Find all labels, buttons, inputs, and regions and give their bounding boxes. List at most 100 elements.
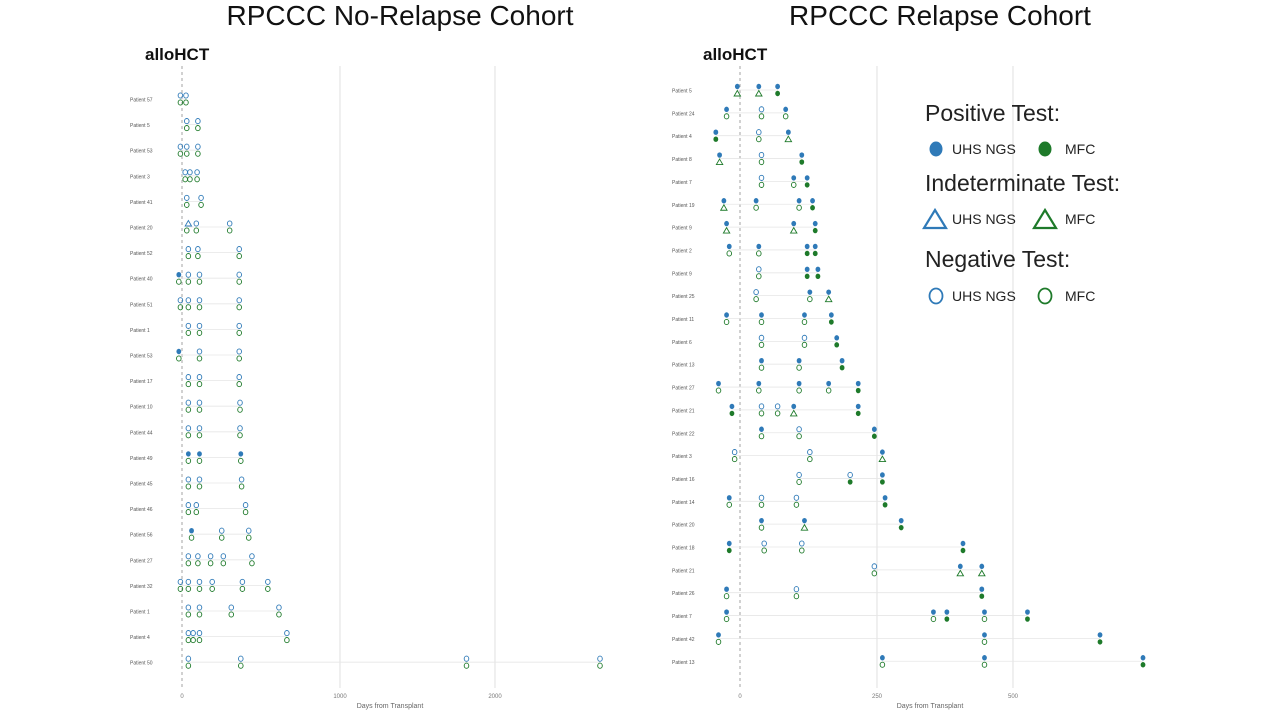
left-mfc-negative-marker [463,662,470,669]
left-uhs-negative-marker [597,655,603,662]
legend-negative-mfc-icon [1037,287,1053,305]
left-uhs-negative-marker [185,297,192,304]
left-patient-label: Patient 1 [130,610,150,616]
left-mfc-negative-marker [185,432,192,439]
left-uhs-negative-marker [185,322,192,329]
right-uhs-positive-marker [724,586,729,592]
right-mfc-indeterminate-marker [789,409,798,417]
right-uhs-negative-marker [796,471,802,479]
left-mfc-negative-marker [185,457,192,464]
right-uhs-positive-marker [826,380,832,387]
right-mfc-positive-marker [834,342,840,348]
right-uhs-negative-marker [761,540,767,547]
left-mfc-negative-marker [188,534,195,541]
left-mfc-negative-marker [185,304,192,311]
left-uhs-negative-marker [190,630,196,637]
right-mfc-positive-marker [855,387,861,394]
left-mfc-negative-marker [195,253,201,260]
right-mfc-positive-marker [979,593,985,599]
right-uhs-positive-marker [810,198,815,204]
left-mfc-negative-marker [177,304,184,311]
left-patient-label: Patient 3 [130,174,150,180]
left-patient-label: Patient 20 [130,226,153,232]
right-mfc-negative-marker [723,318,730,326]
left-uhs-negative-marker [195,143,201,150]
left-uhs-negative-marker [194,169,200,176]
right-mfc-negative-marker [758,341,765,348]
right-uhs-negative-marker [758,174,765,181]
right-patient-label: Patient 3 [672,454,692,460]
left-uhs-negative-marker [185,630,192,637]
right-mfc-indeterminate-marker [719,203,728,211]
right-patient-label: Patient 14 [672,500,695,506]
left-uhs-negative-marker [249,553,255,560]
legend-positive-mfc-label: MFC [1065,141,1096,157]
right-mfc-negative-marker [731,456,738,463]
right-x-tick-label: 250 [872,694,883,700]
right-uhs-positive-marker [804,243,810,250]
left-uhs-negative-marker [237,399,243,406]
right-uhs-positive-marker [783,106,789,113]
right-mfc-positive-marker [898,524,904,531]
left-uhs-negative-marker [187,169,193,176]
left-mfc-negative-marker [228,611,235,618]
right-uhs-negative-marker [758,106,765,113]
right-mfc-indeterminate-marker [824,295,833,303]
left-uhs-negative-marker [196,578,203,585]
left-mfc-negative-marker [184,201,190,208]
right-uhs-negative-marker [758,494,765,501]
left-uhs-negative-marker [242,502,249,509]
right-mfc-negative-marker [756,250,762,257]
left-uhs-negative-marker [185,553,192,560]
left-patient-label: Patient 32 [130,584,153,590]
left-mfc-negative-marker [236,381,242,388]
left-uhs-negative-marker [237,425,243,432]
right-x-tick-label: 500 [1008,694,1019,700]
right-mfc-positive-marker [879,479,885,485]
right-mfc-positive-marker [960,547,966,554]
left-mfc-negative-marker [284,637,290,644]
right-patient-label: Patient 25 [672,294,695,300]
right-uhs-negative-marker [793,586,800,593]
right-mfc-negative-marker [723,593,730,600]
left-uhs-negative-marker [236,271,242,278]
legend-positive-title: Positive Test: [925,100,1061,126]
right-uhs-positive-marker [734,83,740,90]
right-patient-label: Patient 21 [672,408,695,414]
right-patient-label: Patient 2 [672,248,692,254]
left-uhs-negative-marker [185,604,192,611]
right-patient-label: Patient 27 [672,386,695,392]
right-uhs-negative-marker [801,334,808,341]
right-patient-label: Patient 5 [672,89,692,95]
right-uhs-positive-marker [802,312,807,318]
left-mfc-negative-marker [276,611,282,618]
right-mfc-negative-marker [758,501,765,508]
left-uhs-negative-marker [246,527,252,534]
right-patient-label: Patient 4 [672,134,692,140]
left-uhs-positive-marker [185,451,191,457]
right-uhs-positive-marker [759,426,764,432]
right-mfc-positive-marker [815,273,821,279]
right-uhs-positive-marker [855,403,861,410]
right-patient-label: Patient 18 [672,546,695,552]
left-mfc-negative-marker [196,355,203,362]
left-uhs-negative-marker [185,399,192,406]
left-mfc-negative-marker [220,560,227,567]
left-patient-label: Patient 27 [130,558,153,564]
right-mfc-negative-marker [930,616,937,623]
right-mfc-positive-marker [871,433,877,439]
left-mfc-negative-marker [177,150,184,157]
left-mfc-negative-marker [184,150,190,157]
left-uhs-negative-marker [198,194,204,201]
left-x-axis-label: Days from Transplant [357,703,424,710]
right-patient-label: Patient 19 [672,203,695,209]
legend-indeterminate-mfc-icon [1032,208,1058,230]
right-mfc-negative-marker [753,296,759,303]
left-uhs-negative-marker [196,604,203,611]
right-mfc-negative-marker [981,661,988,668]
right-uhs-positive-marker [791,403,797,410]
right-mfc-negative-marker [801,318,808,326]
right-mfc-indeterminate-marker [715,158,724,166]
right-uhs-positive-marker [979,563,985,570]
